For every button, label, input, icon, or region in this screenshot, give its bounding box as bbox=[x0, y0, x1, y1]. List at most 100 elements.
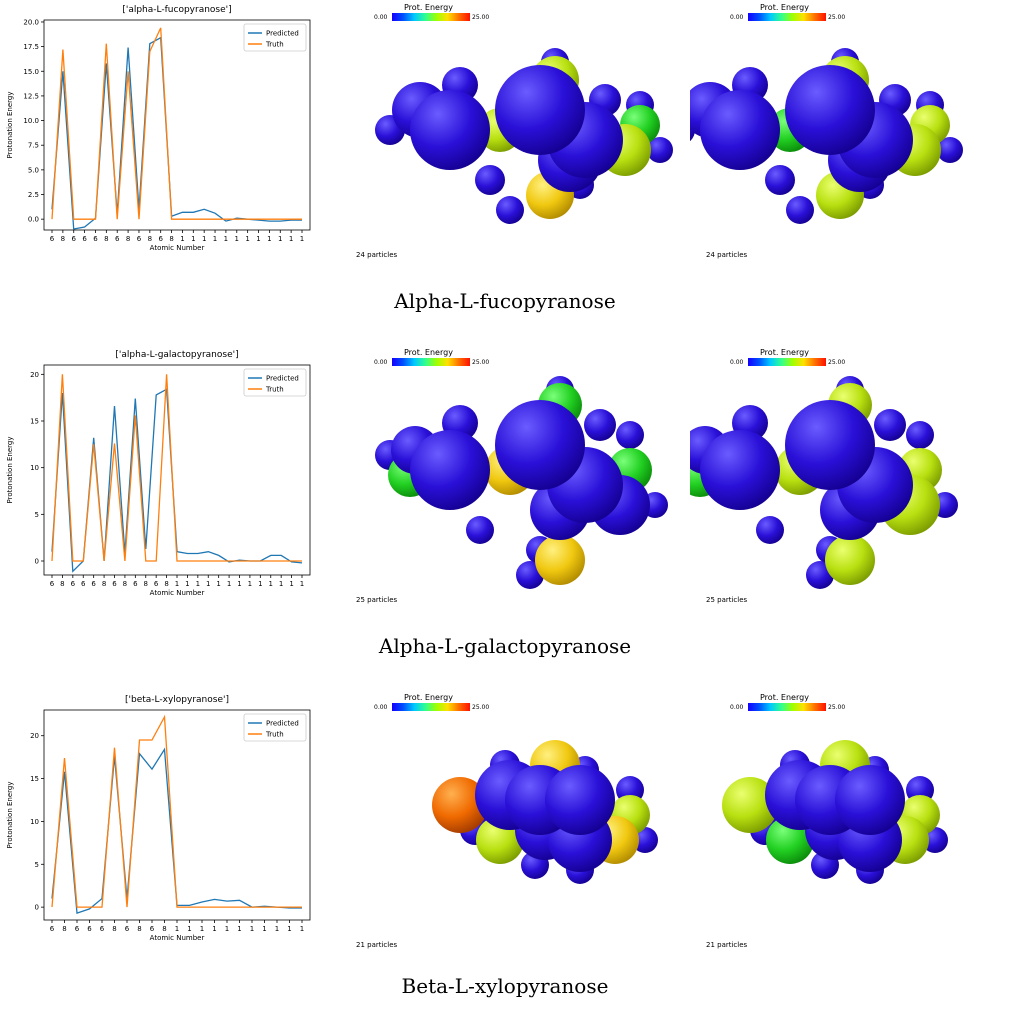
x-tick-label: 6 bbox=[75, 925, 80, 933]
row-caption: Beta-L-xylopyranose bbox=[401, 974, 609, 998]
atom-sphere bbox=[410, 90, 490, 170]
x-tick-label: 8 bbox=[162, 925, 166, 933]
atom-sphere bbox=[785, 400, 875, 490]
atom-sphere bbox=[922, 827, 948, 853]
x-tick-label: 8 bbox=[169, 235, 173, 243]
x-tick-label: 8 bbox=[60, 580, 64, 588]
x-tick-label: 8 bbox=[102, 580, 106, 588]
series-line-predicted bbox=[51, 36, 302, 230]
atom-sphere bbox=[466, 516, 494, 544]
x-axis-label: Atomic Number bbox=[150, 244, 205, 252]
x-tick-label: 8 bbox=[123, 580, 127, 588]
y-tick-label: 20 bbox=[30, 732, 39, 740]
x-tick-label: 8 bbox=[104, 235, 108, 243]
x-tick-label: 6 bbox=[82, 235, 87, 243]
molecule-render-predicted-3 bbox=[432, 740, 658, 884]
atom-sphere bbox=[785, 65, 875, 155]
legend-label: Predicted bbox=[266, 720, 299, 728]
colorbar-max-label: 25.00 bbox=[472, 359, 490, 366]
truth-render-panel-2: Prot. Energy 0.00 25.00 25 particles bbox=[690, 345, 1010, 610]
atom-sphere bbox=[410, 430, 490, 510]
x-tick-label: 6 bbox=[125, 925, 130, 933]
atom-sphere bbox=[700, 430, 780, 510]
x-tick-label: 8 bbox=[137, 925, 141, 933]
x-tick-label: 8 bbox=[126, 235, 130, 243]
colorbar-max-label: 25.00 bbox=[472, 704, 490, 711]
chart-title: ['alpha-L-fucopyranose'] bbox=[122, 5, 231, 15]
x-tick-label: 1 bbox=[287, 925, 291, 933]
molecule-render-predicted-2 bbox=[375, 376, 668, 589]
x-tick-label: 1 bbox=[202, 235, 206, 243]
x-tick-label: 1 bbox=[269, 580, 273, 588]
colorbar-title: Prot. Energy bbox=[760, 348, 809, 357]
x-tick-label: 1 bbox=[275, 925, 279, 933]
truth-render-panel-3: Prot. Energy 0.00 25.00 21 particles bbox=[690, 690, 1010, 955]
particle-count-label: 24 particles bbox=[356, 251, 398, 259]
atom-sphere bbox=[937, 137, 963, 163]
truth-render-panel-1: Prot. Energy 0.00 25.00 24 particles bbox=[690, 0, 1010, 265]
y-tick-label: 5.0 bbox=[28, 166, 39, 174]
y-tick-label: 7.5 bbox=[28, 142, 39, 150]
y-tick-label: 10.0 bbox=[23, 117, 39, 125]
chart-title: ['beta-L-xylopyranose'] bbox=[125, 695, 229, 705]
result-row-1: ['alpha-L-fucopyranose'] 0.0 2.5 5.0 7.5 10.0… bbox=[0, 0, 1010, 345]
y-tick-label: 15 bbox=[30, 418, 39, 426]
x-tick-label: 1 bbox=[289, 235, 293, 243]
legend-label: Truth bbox=[265, 386, 284, 394]
y-axis-label: Protonation Energy bbox=[6, 437, 14, 504]
x-tick-label: 1 bbox=[212, 925, 216, 933]
molecule-render-truth-1 bbox=[690, 48, 963, 224]
colorbar-max-label: 25.00 bbox=[472, 14, 490, 21]
x-tick-label: 1 bbox=[300, 580, 304, 588]
colorbar-max-label: 25.00 bbox=[828, 14, 846, 21]
colorbar bbox=[748, 703, 826, 711]
x-tick-label: 1 bbox=[227, 580, 231, 588]
x-tick-label: 1 bbox=[216, 580, 220, 588]
colorbar bbox=[392, 703, 470, 711]
y-axis-label: Protonation Energy bbox=[6, 92, 14, 159]
colorbar-title: Prot. Energy bbox=[404, 348, 453, 357]
x-tick-label: 1 bbox=[300, 925, 304, 933]
x-tick-label: 6 bbox=[50, 925, 55, 933]
x-tick-label: 1 bbox=[235, 235, 239, 243]
x-tick-label: 1 bbox=[289, 580, 293, 588]
x-tick-label: 1 bbox=[245, 235, 249, 243]
atom-sphere bbox=[495, 400, 585, 490]
legend-label: Predicted bbox=[266, 30, 299, 38]
atom-sphere bbox=[496, 196, 524, 224]
colorbar-min-label: 0.00 bbox=[374, 14, 388, 21]
atom-sphere bbox=[722, 777, 778, 833]
x-tick-label: 8 bbox=[164, 580, 168, 588]
x-tick-label: 1 bbox=[262, 925, 266, 933]
legend-label: Truth bbox=[265, 731, 284, 739]
x-tick-label: 6 bbox=[112, 580, 117, 588]
x-tick-label: 6 bbox=[50, 235, 55, 243]
x-tick-label: 6 bbox=[87, 925, 92, 933]
atom-sphere bbox=[765, 165, 795, 195]
x-tick-label: 6 bbox=[133, 580, 138, 588]
x-tick-label: 1 bbox=[206, 580, 210, 588]
result-row-3: ['beta-L-xylopyranose'] 0 5 10 15 20 6 8 6 6 6 8 6 8 6… bbox=[0, 690, 1010, 1035]
colorbar-min-label: 0.00 bbox=[374, 704, 388, 711]
y-tick-label: 5 bbox=[35, 511, 39, 519]
colorbar-title: Prot. Energy bbox=[760, 3, 809, 12]
atom-sphere bbox=[835, 765, 905, 835]
result-row-2: ['alpha-L-galactopyranose'] 0 5 10 15 20 6 8 6 6 6… bbox=[0, 345, 1010, 690]
y-axis-label: Protonation Energy bbox=[6, 782, 14, 849]
x-axis-label: Atomic Number bbox=[150, 589, 205, 597]
atom-sphere bbox=[825, 535, 875, 585]
x-tick-label: 8 bbox=[144, 580, 148, 588]
atom-sphere bbox=[432, 777, 488, 833]
chart-title: ['alpha-L-galactopyranose'] bbox=[115, 350, 238, 360]
x-tick-label: 1 bbox=[187, 925, 191, 933]
x-tick-label: 1 bbox=[256, 235, 260, 243]
x-axis-label: Atomic Number bbox=[150, 934, 205, 942]
y-tick-label: 2.5 bbox=[28, 191, 39, 199]
particle-count-label: 21 particles bbox=[706, 941, 748, 949]
y-tick-label: 5 bbox=[35, 861, 39, 869]
y-tick-label: 20.0 bbox=[23, 18, 39, 26]
x-tick-label: 1 bbox=[175, 580, 179, 588]
x-tick-label: 1 bbox=[237, 580, 241, 588]
